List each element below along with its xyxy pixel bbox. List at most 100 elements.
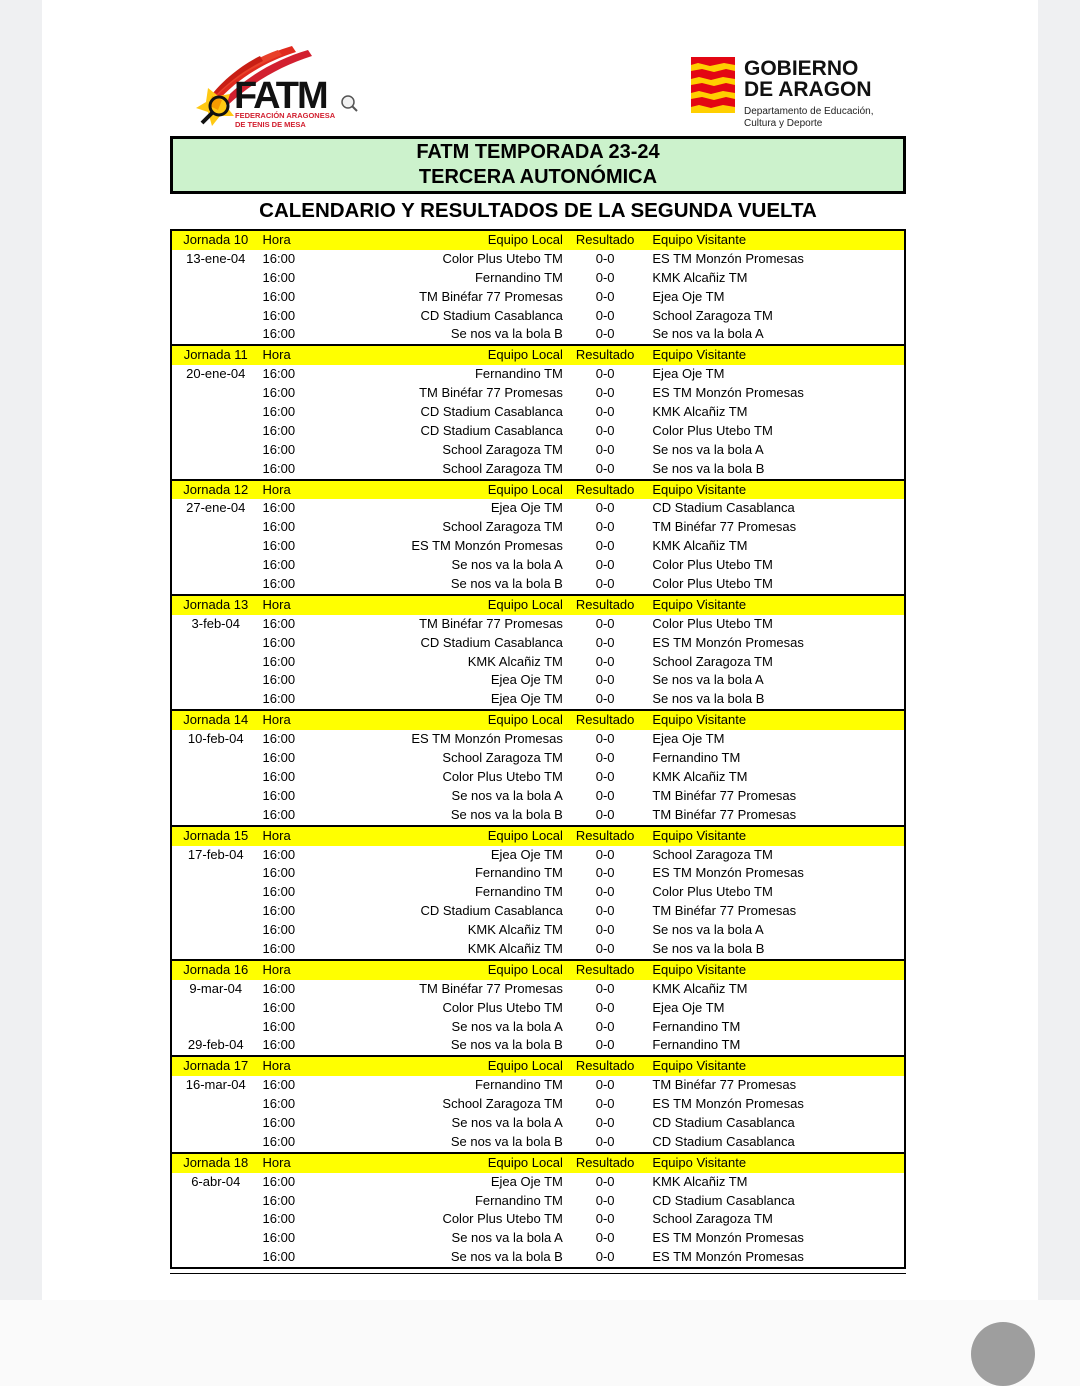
match-date: 27-ene-04 [186, 500, 246, 516]
match-local-team: Se nos va la bola A [451, 1018, 563, 1034]
match-date: 17-feb-04 [187, 846, 244, 862]
match-row: 16:00 Se nos va la bola A 0-0 ES TM Monz… [172, 1229, 904, 1248]
match-row: 16:00 Ejea Oje TM 0-0 Se nos va la bola … [172, 671, 904, 690]
match-time: 16:00 [262, 250, 296, 266]
match-result: 0-0 [595, 731, 615, 747]
match-time: 16:00 [262, 404, 296, 420]
match-visitor-team: ES TM Monzón Promesas [652, 634, 804, 650]
match-visitor-team: Se nos va la bola A [652, 672, 764, 688]
match-visitor-team: KMK Alcañiz TM [652, 538, 748, 554]
match-row: 16:00 Color Plus Utebo TM 0-0 Ejea Oje T… [172, 999, 904, 1018]
match-time: 16:00 [262, 846, 296, 862]
match-result: 0-0 [595, 1096, 615, 1112]
match-result: 0-0 [595, 557, 615, 573]
match-row: 27-ene-04 16:00 Ejea Oje TM 0-0 CD Stadi… [172, 499, 904, 518]
match-row: 16:00 Fernandino TM 0-0 CD Stadium Casab… [172, 1192, 904, 1211]
match-date [172, 307, 260, 326]
match-time: 16:00 [262, 441, 296, 457]
match-row: 16:00 KMK Alcañiz TM 0-0 Se nos va la bo… [172, 940, 904, 959]
column-header-resultado: Resultado [575, 232, 635, 247]
match-visitor-team: KMK Alcañiz TM [652, 1173, 748, 1189]
match-local-team: ES TM Monzón Promesas [411, 538, 563, 554]
match-date [172, 441, 260, 460]
match-visitor-team: Color Plus Utebo TM [652, 615, 773, 631]
match-row: 20-ene-04 16:00 Fernandino TM 0-0 Ejea O… [172, 365, 904, 384]
match-visitor-team: CD Stadium Casablanca [652, 500, 795, 516]
scroll-fab-button[interactable] [971, 1322, 1035, 1386]
match-row: 16:00 TM Binéfar 77 Promesas 0-0 ES TM M… [172, 384, 904, 403]
match-date [172, 575, 260, 594]
match-local-team: Fernandino TM [474, 269, 563, 285]
match-result: 0-0 [595, 1133, 615, 1149]
match-result: 0-0 [595, 634, 615, 650]
match-date [172, 902, 260, 921]
match-time: 16:00 [262, 940, 296, 956]
column-header-hora: Hora [262, 1154, 291, 1170]
match-local-team: School Zaragoza TM [442, 1096, 563, 1112]
match-row: 16:00 Se nos va la bola B 0-0 TM Binéfar… [172, 806, 904, 825]
match-result: 0-0 [595, 269, 615, 285]
match-visitor-team: CD Stadium Casablanca [652, 1114, 795, 1130]
match-row: 16:00 Se nos va la bola A 0-0 Color Plus… [172, 556, 904, 575]
match-local-team: Color Plus Utebo TM [442, 768, 563, 784]
match-local-team: Fernandino TM [474, 366, 563, 382]
match-local-team: Ejea Oje TM [490, 500, 563, 516]
match-local-team: Se nos va la bola A [451, 1230, 563, 1246]
match-time: 16:00 [262, 422, 296, 438]
match-time: 16:00 [262, 787, 296, 803]
column-header-resultado: Resultado [575, 1058, 635, 1074]
column-header-resultado: Resultado [575, 961, 635, 977]
match-result: 0-0 [595, 691, 615, 707]
match-date [172, 1095, 260, 1114]
match-visitor-team: KMK Alcañiz TM [652, 269, 748, 285]
match-result: 0-0 [595, 653, 615, 669]
match-time: 16:00 [262, 999, 296, 1015]
match-date: 3-feb-04 [191, 615, 240, 631]
match-visitor-team: Ejea Oje TM [652, 731, 725, 747]
match-date [172, 999, 260, 1018]
match-local-team: KMK Alcañiz TM [467, 940, 563, 956]
match-local-team: TM Binéfar 77 Promesas [419, 615, 563, 631]
match-row: 10-feb-04 16:00 ES TM Monzón Promesas 0-… [172, 730, 904, 749]
match-result: 0-0 [595, 940, 615, 956]
svg-text:FATM: FATM [234, 75, 327, 117]
match-time: 16:00 [262, 806, 296, 822]
match-local-team: Se nos va la bola B [450, 806, 563, 822]
match-row: 16:00 CD Stadium Casablanca 0-0 KMK Alca… [172, 403, 904, 422]
column-header-equipo-visitante: Equipo Visitante [652, 596, 747, 612]
match-local-team: CD Stadium Casablanca [420, 307, 563, 323]
match-date [172, 1018, 260, 1037]
match-visitor-team: Color Plus Utebo TM [652, 557, 773, 573]
match-result: 0-0 [595, 385, 615, 401]
match-visitor-team: School Zaragoza TM [652, 307, 773, 323]
match-time: 16:00 [262, 922, 296, 938]
match-row: 16:00 Se nos va la bola B 0-0 ES TM Monz… [172, 1248, 904, 1267]
match-local-team: School Zaragoza TM [442, 519, 563, 535]
match-result: 0-0 [595, 1018, 615, 1034]
jornada-label: Jornada 10 [183, 232, 249, 247]
match-time: 16:00 [262, 326, 296, 342]
jornada-section: Jornada 14 Hora Equipo Local Resultado E… [172, 709, 904, 824]
match-time: 16:00 [262, 1249, 296, 1265]
match-date [172, 422, 260, 441]
match-result: 0-0 [595, 884, 615, 900]
match-local-team: Se nos va la bola B [450, 1249, 563, 1265]
match-visitor-team: KMK Alcañiz TM [652, 404, 748, 420]
match-row: 16:00 Se nos va la bola B 0-0 Color Plus… [172, 575, 904, 594]
jornada-header-row: Jornada 14 Hora Equipo Local Resultado E… [172, 711, 904, 731]
jornada-section: Jornada 12 Hora Equipo Local Resultado E… [172, 478, 904, 594]
match-date [172, 768, 260, 787]
jornada-header-row: Jornada 11 Hora Equipo Local Resultado E… [172, 346, 904, 366]
match-row: 16:00 Se nos va la bola A 0-0 Fernandino… [172, 1018, 904, 1037]
match-local-team: Se nos va la bola A [451, 1114, 563, 1130]
match-date [172, 1210, 260, 1229]
match-time: 16:00 [262, 653, 296, 669]
viewer-left-margin [0, 0, 42, 1300]
jornada-header-row: Jornada 18 Hora Equipo Local Resultado E… [172, 1153, 904, 1173]
banner-line1: FATM TEMPORADA 23-24 [416, 141, 660, 163]
match-local-team: Fernandino TM [474, 884, 563, 900]
match-row: 16:00 School Zaragoza TM 0-0 Se nos va l… [172, 460, 904, 479]
match-row: 16:00 ES TM Monzón Promesas 0-0 KMK Alca… [172, 537, 904, 556]
match-visitor-team: ES TM Monzón Promesas [652, 865, 804, 881]
column-header-equipo-local: Equipo Local [487, 1058, 563, 1074]
